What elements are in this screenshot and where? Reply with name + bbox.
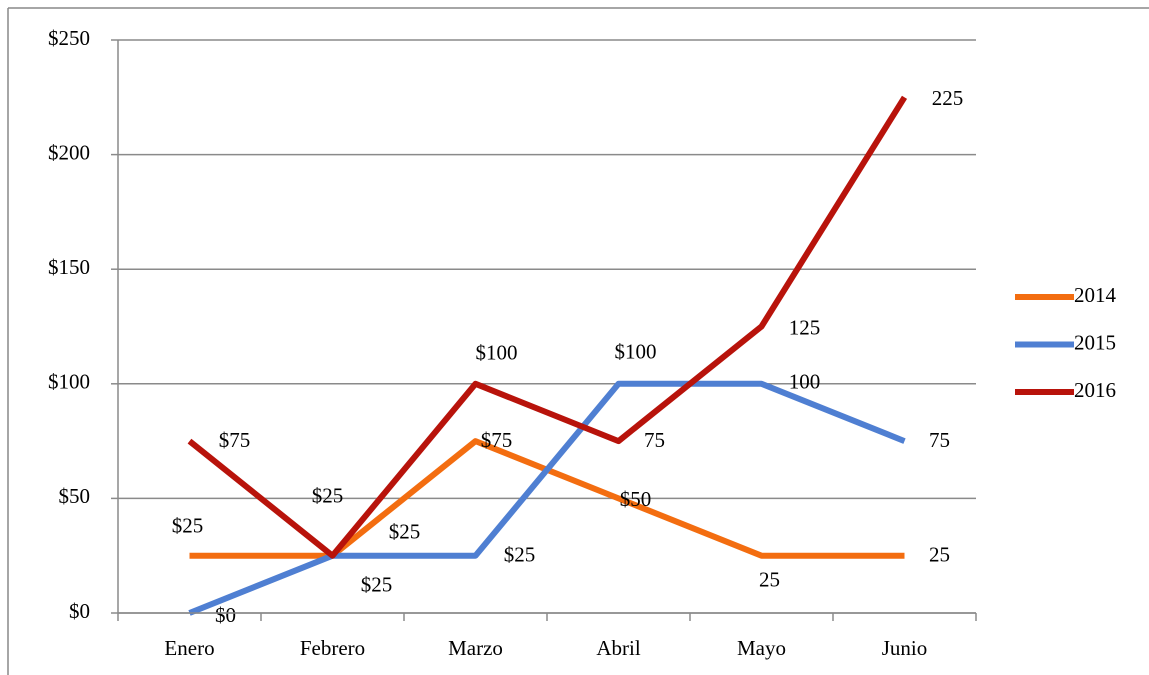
data-label: $25 [389,520,421,544]
x-tick-label: Mayo [737,636,786,660]
legend-label: 2015 [1074,330,1116,354]
data-label: 100 [789,370,821,394]
y-tick-label: $200 [48,140,90,164]
legend-label: 2016 [1074,378,1116,402]
y-tick-label: $250 [48,26,90,50]
data-label: $25 [172,514,204,538]
x-tick-label: Junio [882,636,928,660]
data-label: $100 [476,341,518,365]
x-tick-label: Marzo [448,636,503,660]
y-tick-label: $0 [69,599,90,623]
x-tick-label: Febrero [300,636,365,660]
x-tick-label: Enero [164,636,214,660]
legend-label: 2014 [1074,283,1117,307]
series-line [187,95,908,559]
data-label: $0 [215,603,236,627]
data-label: $25 [312,484,344,508]
data-label: $25 [504,543,536,567]
data-label: 25 [759,568,780,592]
y-tick-label: $100 [48,370,90,394]
data-label: $75 [481,428,513,452]
x-tick-label: Abril [596,636,640,660]
data-label: 25 [929,543,950,567]
series-line [188,380,906,616]
y-tick-label: $150 [48,255,90,279]
data-label: 225 [932,86,964,110]
data-label: 125 [789,315,821,339]
data-label: 75 [929,428,950,452]
data-label: $25 [361,573,393,597]
y-tick-label: $50 [59,484,91,508]
data-label: $50 [620,487,652,511]
data-label: 75 [644,428,665,452]
data-label: $100 [615,340,657,364]
data-label: $75 [219,428,251,452]
